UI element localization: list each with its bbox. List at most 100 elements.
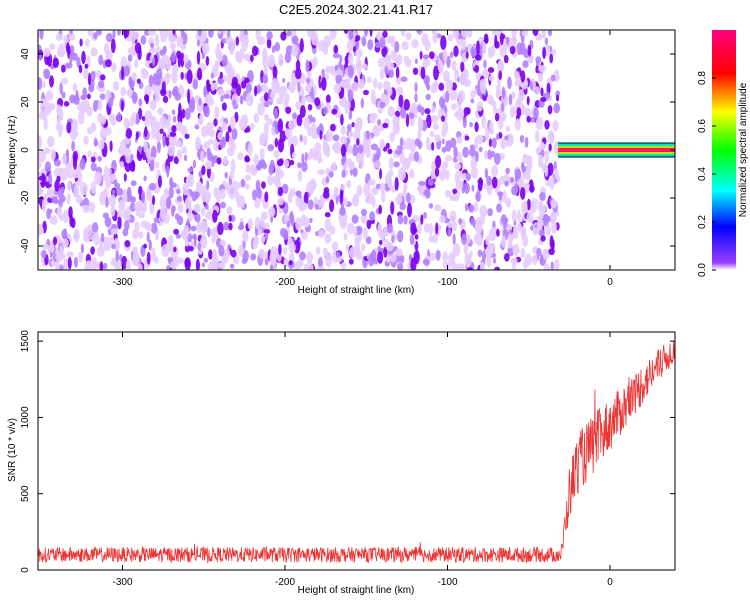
heatmap-cell	[252, 189, 257, 201]
heatmap-cell	[390, 201, 395, 215]
heatmap-cell	[150, 222, 158, 234]
heatmap-cell	[510, 257, 518, 264]
heatmap-cell	[138, 98, 143, 107]
heatmap-cell	[146, 231, 150, 243]
heatmap-cell	[445, 189, 451, 198]
heatmap-cell	[476, 101, 483, 112]
heatmap-cell	[195, 136, 202, 150]
heatmap-cell	[291, 152, 296, 159]
heatmap-cell	[369, 211, 375, 221]
heatmap-cell	[476, 134, 484, 144]
heatmap-cell	[136, 78, 141, 84]
heatmap-cell	[83, 135, 89, 145]
heatmap-cell	[103, 243, 111, 252]
heatmap-cell	[361, 36, 367, 47]
heatmap-cell	[94, 137, 98, 147]
heatmap-cell	[463, 78, 471, 88]
heatmap-cell	[422, 54, 429, 60]
heatmap-cell	[245, 92, 254, 107]
heatmap-cell	[531, 254, 538, 266]
heatmap-cell	[409, 168, 415, 179]
heatmap-cell	[555, 94, 560, 102]
heatmap-cell	[109, 140, 113, 152]
heatmap-cell	[134, 42, 142, 54]
heatmap-cell	[473, 201, 479, 213]
heatmap-cell	[130, 42, 137, 56]
heatmap-cell	[534, 86, 540, 94]
heatmap-cell	[146, 251, 151, 265]
heatmap-cell	[520, 247, 526, 259]
heatmap-cell	[266, 31, 273, 40]
heatmap-cell	[524, 253, 532, 266]
heatmap-cell	[169, 131, 177, 137]
heatmap-cell	[148, 47, 156, 54]
heatmap-cell	[158, 175, 162, 188]
heatmap-cell	[232, 99, 237, 107]
heatmap-cell	[72, 52, 78, 61]
heatmap-cell	[68, 206, 73, 219]
heatmap-cell	[152, 72, 159, 86]
heatmap-cell	[343, 196, 348, 207]
heatmap-cell	[159, 128, 164, 134]
heatmap-cell	[384, 66, 389, 76]
heatmap-cell	[321, 68, 325, 79]
heatmap-cell	[395, 149, 402, 155]
heatmap-cell	[267, 174, 274, 186]
heatmap-cell	[116, 187, 124, 196]
heatmap-cell	[39, 30, 44, 40]
colorbar-tick-label: 0.8	[697, 71, 708, 85]
colorbar: 0.0 0.2 0.4 0.6 0.8 Normalized spectral ampl…	[697, 30, 749, 277]
heatmap-cell	[370, 113, 378, 120]
heatmap-cell	[541, 30, 547, 39]
heatmap-cell	[187, 207, 194, 222]
heatmap-cell	[195, 258, 200, 270]
heatmap-cell	[431, 142, 435, 151]
heatmap-cell	[525, 167, 531, 181]
heatmap-cell	[274, 137, 278, 148]
heatmap-cell	[299, 199, 304, 207]
heatmap-cell	[481, 69, 490, 79]
heatmap-cell	[346, 124, 352, 132]
heatmap-cell	[165, 137, 170, 147]
heatmap-cell	[105, 59, 112, 68]
heatmap-cell	[309, 178, 317, 191]
heatmap-cell	[355, 41, 360, 50]
heatmap-cell	[407, 202, 412, 218]
heatmap-cell	[266, 37, 272, 49]
heatmap-cell	[156, 46, 161, 54]
heatmap-cell	[218, 245, 225, 257]
heatmap-cell	[201, 165, 206, 176]
heatmap-cell	[414, 92, 418, 103]
heatmap-cell	[471, 184, 475, 192]
heatmap-cell	[94, 171, 102, 186]
heatmap-cell	[274, 179, 282, 189]
heatmap-cell	[299, 134, 303, 143]
heatmap-cell	[115, 182, 121, 190]
heatmap-cell	[56, 206, 63, 219]
heatmap-cell	[222, 30, 228, 35]
heatmap-cell	[40, 149, 47, 162]
heatmap-cell	[425, 136, 431, 150]
heatmap-cell	[510, 105, 516, 116]
heatmap-cell	[509, 35, 518, 47]
heatmap-cell	[239, 95, 244, 105]
heatmap-cell	[76, 57, 81, 68]
heatmap-cell	[317, 256, 323, 269]
heatmap-cell	[291, 35, 299, 45]
heatmap-cell	[440, 98, 446, 105]
heatmap-cell	[347, 65, 354, 78]
heatmap-cell	[451, 103, 457, 111]
heatmap-cell	[254, 85, 258, 97]
heatmap-cell	[180, 30, 185, 37]
heatmap-cell	[343, 232, 348, 241]
heatmap-cell	[382, 30, 388, 38]
heatmap-cell	[257, 102, 265, 116]
heatmap-cell	[491, 176, 498, 189]
heatmap-cell	[173, 228, 180, 235]
heatmap-cell	[391, 235, 395, 244]
x-tick-label: -300	[112, 277, 132, 288]
heatmap-cell	[196, 50, 201, 65]
heatmap-cell	[180, 71, 184, 80]
heatmap-cell	[464, 203, 469, 212]
heatmap-cell	[536, 146, 542, 154]
